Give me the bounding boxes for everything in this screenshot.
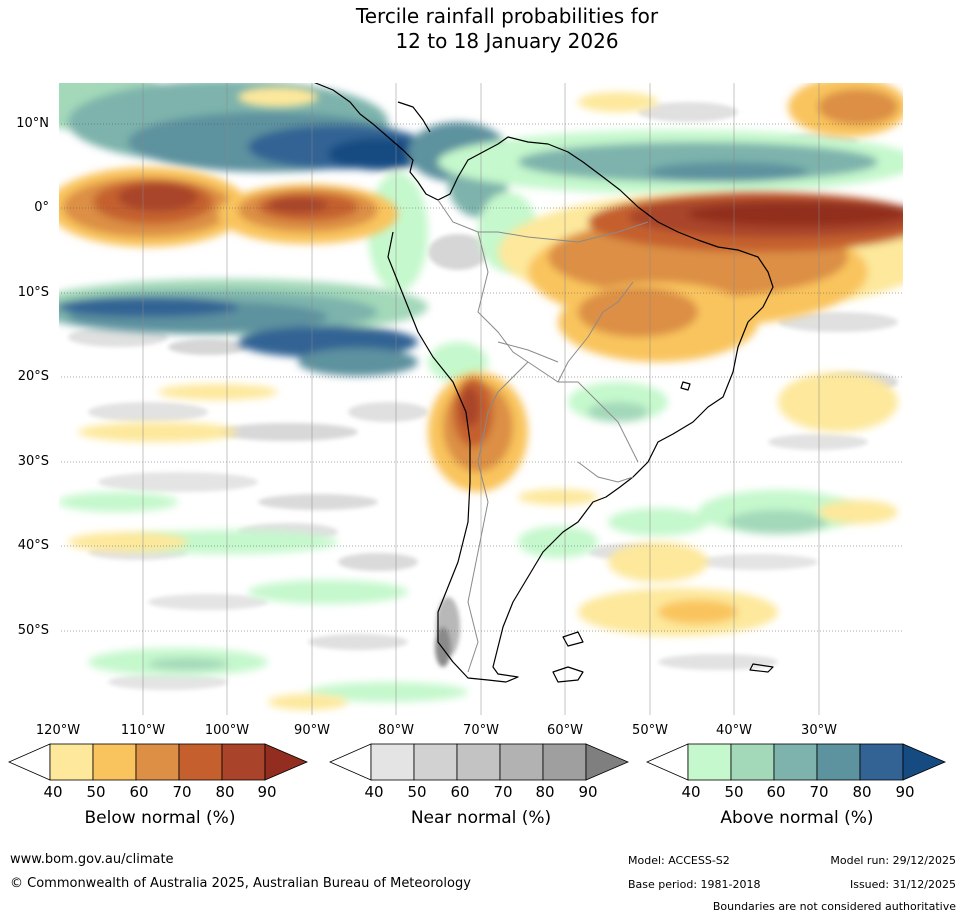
above-swatch-1: [687, 743, 732, 781]
lat-label-0: 0°: [34, 200, 49, 215]
lon-label-100w: 100°W: [204, 723, 250, 738]
lat-label-50s: 50°S: [17, 623, 49, 638]
tick-above-40: 40: [681, 783, 701, 801]
colorbar-above-title: Above normal (%): [720, 808, 874, 828]
tick-below-40: 40: [43, 783, 63, 801]
lat-label-10n: 10°N: [16, 116, 49, 131]
chart-title: Tercile rainfall probabilities for 12 to…: [355, 4, 659, 53]
above-extend-high: [902, 743, 947, 781]
tick-near-60: 60: [450, 783, 470, 801]
near-swatch-3: [456, 743, 501, 781]
near-swatch-5: [542, 743, 587, 781]
tick-above-80: 80: [852, 783, 872, 801]
lon-label-60w: 60°W: [547, 723, 583, 738]
lon-label-80w: 80°W: [378, 723, 414, 738]
tick-above-50: 50: [724, 783, 744, 801]
rainfall-probability-map[interactable]: [58, 82, 904, 716]
lon-label-90w: 90°W: [294, 723, 330, 738]
country-borders: [437, 199, 649, 673]
below-swatch-4: [178, 743, 223, 781]
colorbar-below-title: Below normal (%): [84, 808, 236, 828]
above-extend-low: [646, 743, 689, 781]
below-extend-low: [8, 743, 51, 781]
lat-label-30s: 30°S: [17, 454, 49, 469]
colorbar-near-normal: [329, 743, 630, 781]
footer-url[interactable]: www.bom.gov.au/climate: [10, 852, 174, 867]
footer-model: Model: ACCESS-S2: [628, 854, 730, 867]
tick-below-60: 60: [129, 783, 149, 801]
tick-near-70: 70: [493, 783, 513, 801]
tick-near-90: 90: [578, 783, 598, 801]
colorbar-near-title: Near normal (%): [410, 808, 552, 828]
coastline: [312, 82, 774, 683]
lat-label-40s: 40°S: [17, 538, 49, 553]
tick-near-80: 80: [535, 783, 555, 801]
lon-label-110w: 110°W: [120, 723, 166, 738]
tick-below-70: 70: [172, 783, 192, 801]
near-swatch-1: [370, 743, 415, 781]
colorbar-above-normal: [646, 743, 947, 781]
tick-near-50: 50: [407, 783, 427, 801]
below-swatch-5: [221, 743, 266, 781]
below-extend-high: [264, 743, 309, 781]
tick-above-70: 70: [809, 783, 829, 801]
lat-label-10s: 10°S: [17, 285, 49, 300]
lon-label-70w: 70°W: [463, 723, 499, 738]
above-swatch-4: [816, 743, 861, 781]
near-swatch-2: [413, 743, 458, 781]
tick-above-90: 90: [895, 783, 915, 801]
tick-below-80: 80: [215, 783, 235, 801]
footer-copyright: © Commonwealth of Australia 2025, Austra…: [10, 876, 471, 891]
tick-near-40: 40: [364, 783, 384, 801]
lon-label-120w: 120°W: [35, 723, 81, 738]
footer-model-run: Model run: 29/12/2025: [830, 854, 956, 867]
footer-base-period: Base period: 1981-2018: [628, 878, 761, 891]
above-swatch-3: [773, 743, 818, 781]
below-swatch-3: [135, 743, 180, 781]
colorbar-below-normal: [8, 743, 309, 781]
above-swatch-2: [730, 743, 775, 781]
lon-label-30w: 30°W: [801, 723, 837, 738]
lon-label-40w: 40°W: [716, 723, 752, 738]
tick-below-90: 90: [257, 783, 277, 801]
meridians: [58, 82, 820, 716]
footer-disclaimer: Boundaries are not considered authoritat…: [712, 900, 956, 913]
below-swatch-2: [92, 743, 137, 781]
tick-above-60: 60: [766, 783, 786, 801]
above-swatch-5: [859, 743, 904, 781]
lat-label-20s: 20°S: [17, 369, 49, 384]
tick-below-50: 50: [86, 783, 106, 801]
near-extend-low: [329, 743, 372, 781]
near-swatch-4: [499, 743, 544, 781]
below-swatch-1: [49, 743, 94, 781]
footer-issued: Issued: 31/12/2025: [849, 878, 956, 891]
below-normal-field: [58, 82, 904, 710]
near-extend-high: [585, 743, 630, 781]
lon-label-50w: 50°W: [632, 723, 668, 738]
above-normal-field: [58, 82, 904, 702]
